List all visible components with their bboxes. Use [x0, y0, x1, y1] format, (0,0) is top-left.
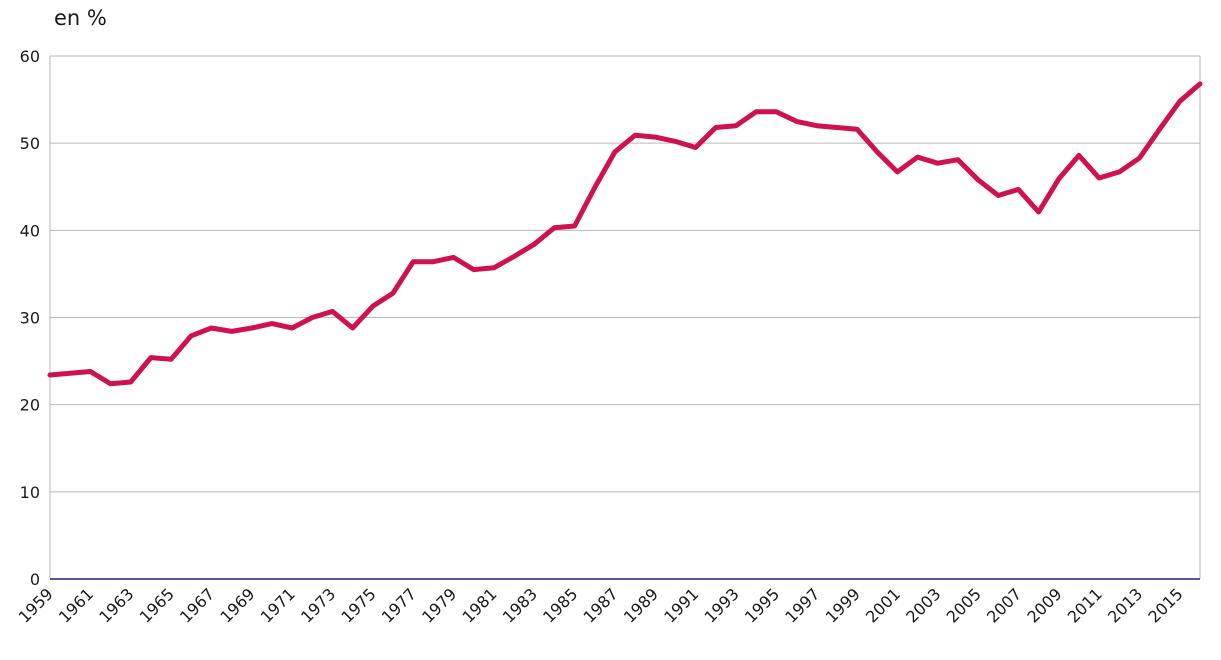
x-tick-label-1999: 1999: [822, 584, 864, 626]
y-tick-label-20: 20: [20, 396, 40, 415]
x-tick-label-2015: 2015: [1144, 584, 1186, 626]
x-tick-label-2011: 2011: [1064, 584, 1106, 626]
x-tick-label-1979: 1979: [418, 584, 460, 626]
x-tick-label-1975: 1975: [337, 584, 379, 626]
x-tick-label-1959: 1959: [15, 584, 57, 626]
x-tick-label-1961: 1961: [55, 584, 97, 626]
x-tick-label-1969: 1969: [216, 584, 258, 626]
x-tick-label-1991: 1991: [660, 584, 702, 626]
x-tick-label-2001: 2001: [862, 584, 904, 626]
x-tick-label-1977: 1977: [378, 584, 420, 626]
x-tick-label-2009: 2009: [1023, 584, 1065, 626]
x-tick-label-1981: 1981: [458, 584, 500, 626]
x-tick-label-1973: 1973: [297, 584, 339, 626]
y-tick-label-60: 60: [20, 47, 40, 66]
x-tick-label-2013: 2013: [1104, 584, 1146, 626]
series-line-0: [47, 81, 1203, 387]
x-tick-label-2005: 2005: [943, 584, 985, 626]
x-tick-label-1985: 1985: [539, 584, 581, 626]
y-tick-label-40: 40: [20, 221, 40, 240]
y-tick-label-10: 10: [20, 483, 40, 502]
y-tick-label-0: 0: [30, 570, 40, 589]
y-tick-label-30: 30: [20, 309, 40, 328]
y-tick-label-50: 50: [20, 134, 40, 153]
x-tick-label-1983: 1983: [499, 584, 541, 626]
x-tick-label-1997: 1997: [781, 584, 823, 626]
x-tick-label-1971: 1971: [257, 584, 299, 626]
x-tick-label-1965: 1965: [136, 584, 178, 626]
x-tick-label-1995: 1995: [741, 584, 783, 626]
x-tick-label-2003: 2003: [902, 584, 944, 626]
x-tick-label-1967: 1967: [176, 584, 218, 626]
x-tick-label-1963: 1963: [95, 584, 137, 626]
x-tick-label-2007: 2007: [983, 584, 1025, 626]
x-tick-label-1987: 1987: [580, 584, 622, 626]
y-unit-label: en %: [54, 6, 107, 30]
x-tick-label-1993: 1993: [701, 584, 743, 626]
x-tick-label-1989: 1989: [620, 584, 662, 626]
